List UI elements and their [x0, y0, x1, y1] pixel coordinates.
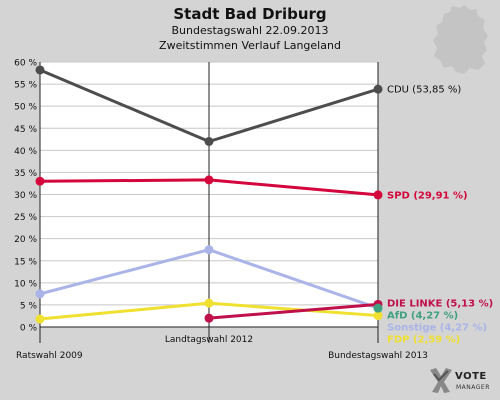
- y-tick-label: 5 %: [20, 301, 38, 311]
- y-tick-label: 55 %: [14, 81, 37, 91]
- y-tick-label: 25 %: [14, 213, 37, 223]
- y-tick-label: 50 %: [14, 103, 37, 113]
- y-tick-label: 40 %: [14, 147, 37, 157]
- data-point-spd: [35, 176, 45, 186]
- data-point-fdp: [35, 314, 45, 324]
- data-point-die-linke: [204, 313, 214, 323]
- germany-map-icon: [433, 5, 488, 74]
- series-label-spd: SPD (29,91 %): [387, 190, 468, 201]
- data-point-fdp: [204, 298, 214, 308]
- chart-title: Stadt Bad Driburg: [173, 5, 327, 23]
- logo-text-vote: VOTE: [455, 371, 487, 382]
- series-line-die-linke: [208, 302, 379, 320]
- series-label-fdp: FDP (2,59 %): [387, 335, 460, 346]
- data-point-fdp: [373, 311, 383, 321]
- data-point-afd: [373, 303, 383, 313]
- y-tick-label: 15 %: [14, 257, 37, 267]
- y-tick-label: 35 %: [14, 169, 37, 179]
- x-tick-label: Bundestagswahl 2013: [328, 351, 428, 361]
- y-tick-label: 20 %: [14, 235, 37, 245]
- y-tick-label: 10 %: [14, 279, 37, 289]
- data-point-cdu: [35, 65, 45, 75]
- y-tick-label: 45 %: [14, 125, 37, 135]
- y-tick-label: 0 %: [20, 324, 38, 334]
- x-tick-label: Landtagswahl 2012: [165, 335, 253, 345]
- x-tick-label: Ratswahl 2009: [16, 351, 83, 361]
- series-label-afd: AfD (4,27 %): [387, 311, 458, 322]
- chart-subtitle-2: Zweitstimmen Verlauf Langeland: [159, 39, 341, 52]
- data-point-cdu: [204, 137, 214, 146]
- y-tick-label: 60 %: [14, 59, 37, 69]
- data-point-spd: [373, 190, 383, 200]
- series-label-sonstige: Sonstige (4,27 %): [387, 323, 487, 334]
- y-tick-label: 30 %: [14, 191, 37, 201]
- data-point-sonstige: [35, 289, 45, 299]
- data-point-spd: [204, 175, 214, 185]
- data-point-cdu: [373, 84, 383, 94]
- data-point-sonstige: [204, 245, 214, 255]
- chart-subtitle: Bundestagswahl 22.09.2013: [171, 24, 329, 37]
- series-label-die-linke: DIE LINKE (5,13 %): [387, 299, 493, 310]
- series-label-cdu: CDU (53,85 %): [387, 85, 461, 96]
- logo-text-manager: MANAGER: [456, 384, 490, 391]
- vote-manager-logo-icon: [430, 368, 452, 393]
